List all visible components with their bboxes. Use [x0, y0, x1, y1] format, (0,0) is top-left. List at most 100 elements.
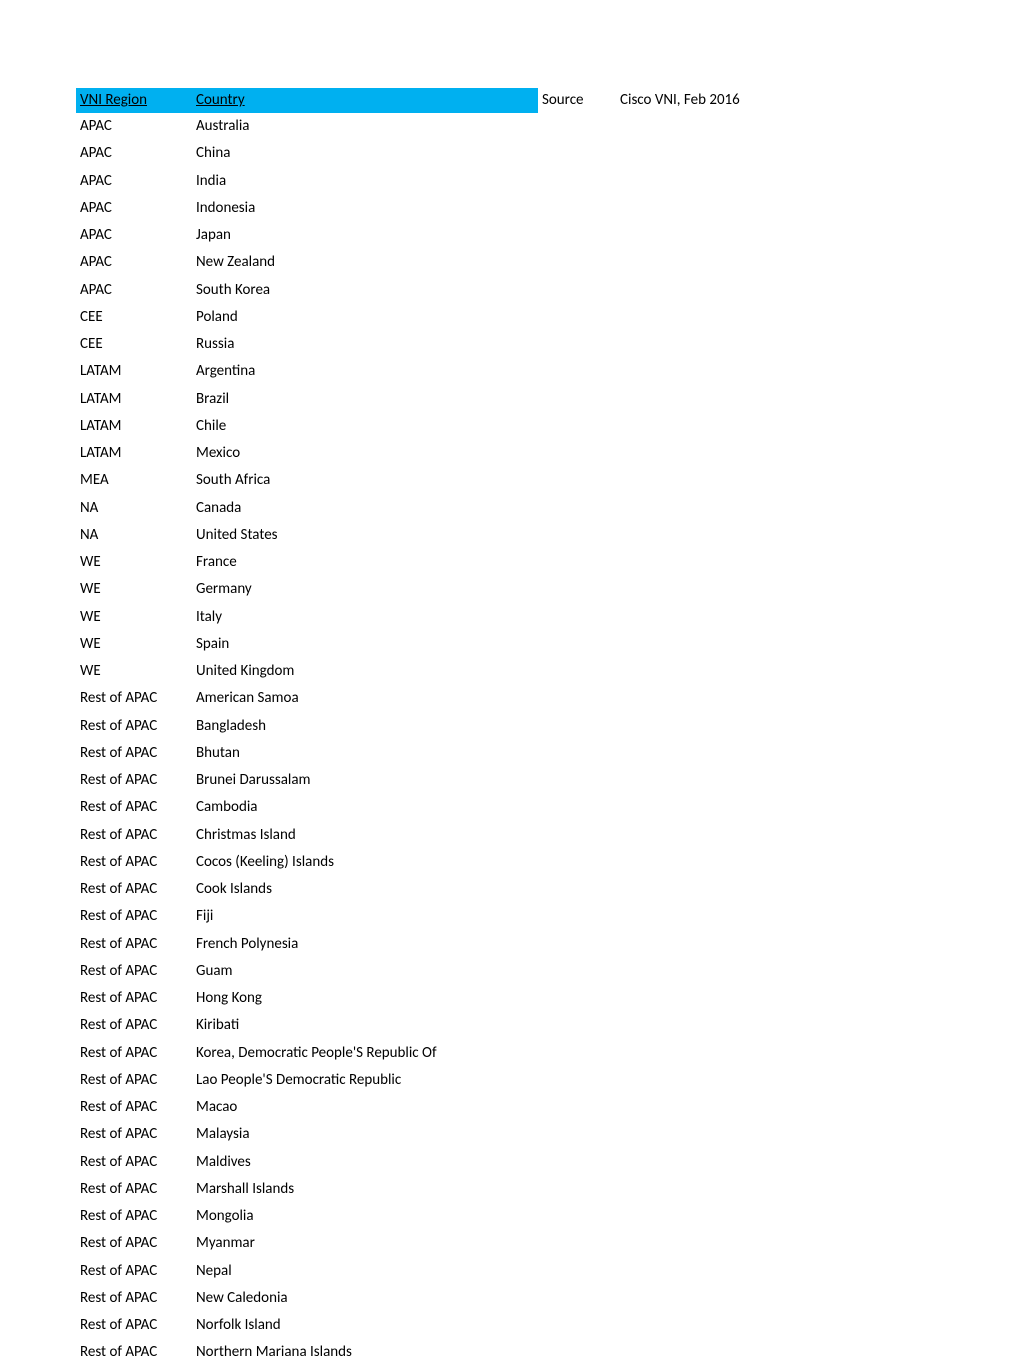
cell-country: New Caledonia	[192, 1285, 538, 1312]
table-row: Rest of APACKiribati	[76, 1012, 944, 1039]
table-row: NACanada	[76, 495, 944, 522]
cell-country: Maldives	[192, 1149, 538, 1176]
cell-country: Mexico	[192, 440, 538, 467]
cell-country: United Kingdom	[192, 658, 538, 685]
cell-country: Kiribati	[192, 1012, 538, 1039]
cell-region: APAC	[76, 249, 192, 276]
cell-country: Fiji	[192, 903, 538, 930]
table-row: WEUnited Kingdom	[76, 658, 944, 685]
cell-region: Rest of APAC	[76, 767, 192, 794]
cell-region: Rest of APAC	[76, 1312, 192, 1339]
cell-region: Rest of APAC	[76, 1012, 192, 1039]
cell-region: Rest of APAC	[76, 903, 192, 930]
cell-country: South Africa	[192, 467, 538, 494]
cell-region: LATAM	[76, 413, 192, 440]
table-row: Rest of APACHong Kong	[76, 985, 944, 1012]
cell-country: Myanmar	[192, 1230, 538, 1257]
cell-country: Bangladesh	[192, 713, 538, 740]
cell-region: APAC	[76, 168, 192, 195]
cell-region: Rest of APAC	[76, 849, 192, 876]
cell-region: Rest of APAC	[76, 1121, 192, 1148]
table-row: CEEPoland	[76, 304, 944, 331]
cell-country: Northern Mariana Islands	[192, 1339, 538, 1366]
cell-country: Cambodia	[192, 794, 538, 821]
cell-region: WE	[76, 631, 192, 658]
table-row: WEItaly	[76, 604, 944, 631]
cell-country: Spain	[192, 631, 538, 658]
cell-region: APAC	[76, 277, 192, 304]
cell-country: New Zealand	[192, 249, 538, 276]
cell-country: Italy	[192, 604, 538, 631]
cell-country: Malaysia	[192, 1121, 538, 1148]
table-row: WESpain	[76, 631, 944, 658]
cell-country: Argentina	[192, 358, 538, 385]
table-row: APACIndonesia	[76, 195, 944, 222]
source-value: Cisco VNI, Feb 2016	[616, 88, 744, 113]
table-header-row: VNI Region Country Source Cisco VNI, Feb…	[76, 88, 944, 113]
cell-region: Rest of APAC	[76, 1285, 192, 1312]
cell-country: French Polynesia	[192, 931, 538, 958]
table-row: APACChina	[76, 140, 944, 167]
table-row: WEGermany	[76, 576, 944, 603]
cell-region: Rest of APAC	[76, 713, 192, 740]
cell-country: China	[192, 140, 538, 167]
table-row: Rest of APACChristmas Island	[76, 822, 944, 849]
cell-country: Japan	[192, 222, 538, 249]
table-row: CEERussia	[76, 331, 944, 358]
cell-country: Nepal	[192, 1258, 538, 1285]
table-row: Rest of APACCook Islands	[76, 876, 944, 903]
table-row: APACNew Zealand	[76, 249, 944, 276]
cell-region: Rest of APAC	[76, 1203, 192, 1230]
table-row: Rest of APACCocos (Keeling) Islands	[76, 849, 944, 876]
cell-region: Rest of APAC	[76, 985, 192, 1012]
cell-region: Rest of APAC	[76, 1339, 192, 1366]
cell-region: Rest of APAC	[76, 1094, 192, 1121]
cell-region: Rest of APAC	[76, 1258, 192, 1285]
cell-country: India	[192, 168, 538, 195]
cell-region: Rest of APAC	[76, 1067, 192, 1094]
cell-region: Rest of APAC	[76, 1230, 192, 1257]
table-row: Rest of APACFrench Polynesia	[76, 931, 944, 958]
cell-country: Canada	[192, 495, 538, 522]
cell-country: Indonesia	[192, 195, 538, 222]
cell-region: WE	[76, 549, 192, 576]
table-row: Rest of APACAmerican Samoa	[76, 685, 944, 712]
cell-country: Guam	[192, 958, 538, 985]
cell-region: Rest of APAC	[76, 1149, 192, 1176]
cell-country: Bhutan	[192, 740, 538, 767]
cell-region: Rest of APAC	[76, 685, 192, 712]
table-row: Rest of APACMaldives	[76, 1149, 944, 1176]
table-row: APACIndia	[76, 168, 944, 195]
table-row: APACSouth Korea	[76, 277, 944, 304]
cell-region: MEA	[76, 467, 192, 494]
table-row: Rest of APACBhutan	[76, 740, 944, 767]
cell-region: APAC	[76, 140, 192, 167]
cell-region: Rest of APAC	[76, 1176, 192, 1203]
cell-country: South Korea	[192, 277, 538, 304]
table-row: APACAustralia	[76, 113, 944, 140]
cell-country: Cook Islands	[192, 876, 538, 903]
cell-country: United States	[192, 522, 538, 549]
table-row: WEFrance	[76, 549, 944, 576]
header-region: VNI Region	[76, 88, 192, 113]
table-row: Rest of APACKorea, Democratic People'S R…	[76, 1040, 944, 1067]
cell-region: Rest of APAC	[76, 958, 192, 985]
cell-country: Germany	[192, 576, 538, 603]
cell-region: Rest of APAC	[76, 1040, 192, 1067]
table-row: Rest of APACBrunei Darussalam	[76, 767, 944, 794]
cell-region: APAC	[76, 222, 192, 249]
cell-country: Hong Kong	[192, 985, 538, 1012]
table-row: LATAMBrazil	[76, 386, 944, 413]
table-row: Rest of APACMongolia	[76, 1203, 944, 1230]
region-country-table: VNI Region Country Source Cisco VNI, Feb…	[76, 88, 944, 1367]
cell-region: CEE	[76, 304, 192, 331]
cell-country: Norfolk Island	[192, 1312, 538, 1339]
table-row: APACJapan	[76, 222, 944, 249]
cell-country: Christmas Island	[192, 822, 538, 849]
cell-region: APAC	[76, 113, 192, 140]
cell-region: CEE	[76, 331, 192, 358]
header-country: Country	[192, 88, 538, 113]
cell-region: LATAM	[76, 440, 192, 467]
table-row: Rest of APACMalaysia	[76, 1121, 944, 1148]
cell-country: American Samoa	[192, 685, 538, 712]
